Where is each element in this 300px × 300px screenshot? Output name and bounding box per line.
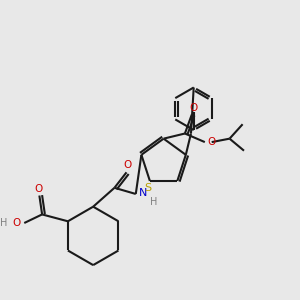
Text: N: N <box>139 188 147 198</box>
Text: O: O <box>13 218 21 228</box>
Text: H: H <box>0 218 7 228</box>
Text: H: H <box>150 196 157 206</box>
Text: O: O <box>207 137 215 147</box>
Text: O: O <box>34 184 43 194</box>
Text: S: S <box>145 184 152 194</box>
Text: O: O <box>189 103 197 113</box>
Text: O: O <box>123 160 132 170</box>
